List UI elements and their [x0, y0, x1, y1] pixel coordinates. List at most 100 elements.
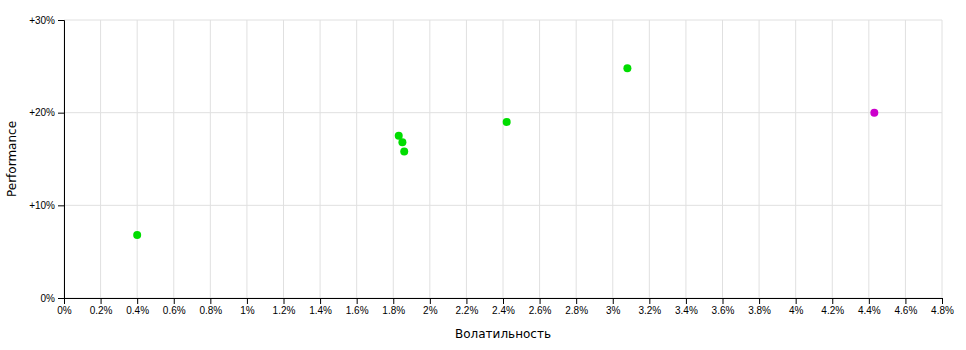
- tick: 0%: [41, 293, 64, 304]
- axis-line: [58, 21, 65, 299]
- tick-mark: [723, 298, 724, 304]
- point: [133, 231, 141, 239]
- tick-mark: [832, 298, 833, 304]
- tick-label: 4%: [789, 305, 804, 316]
- tick-label: 1.4%: [309, 305, 332, 316]
- grid-line: [320, 20, 321, 298]
- tick-mark: [284, 298, 285, 304]
- grid-line: [795, 20, 796, 298]
- tick-mark: [58, 113, 64, 114]
- tick-label: 3.4%: [675, 305, 698, 316]
- series: [133, 64, 631, 239]
- tick-label: 4.4%: [858, 305, 881, 316]
- grid-line: [137, 20, 138, 298]
- tick: +30%: [29, 15, 64, 26]
- tick-mark: [357, 298, 358, 304]
- tick-mark: [686, 298, 687, 304]
- grid-line: [722, 20, 723, 298]
- tick: 0.8%: [199, 298, 222, 316]
- tick-label: +30%: [29, 15, 55, 26]
- tick: 3.8%: [748, 298, 771, 316]
- tick-mark: [101, 298, 102, 304]
- tick: +10%: [29, 200, 64, 211]
- grid-line: [649, 20, 650, 298]
- tick: 4.2%: [821, 298, 844, 316]
- x-axis-title: Волатильность: [455, 327, 551, 341]
- tick-mark: [796, 298, 797, 304]
- chart: 0% 0.2% 0.4% 0.6% 0.8% 1% 1.2% 1.4% 1.6% 1.8% 2% 2.…: [0, 0, 966, 350]
- tick-label: 2%: [423, 305, 438, 316]
- tick-mark: [869, 298, 870, 304]
- tick: 4%: [789, 298, 804, 316]
- tick-mark: [137, 298, 138, 304]
- tick-label: 0.6%: [163, 305, 186, 316]
- tick-mark: [174, 298, 175, 304]
- y-axis: 0% +10% +20% +30%: [29, 15, 64, 304]
- tick: +20%: [29, 107, 64, 118]
- tick-label: 3.8%: [748, 305, 771, 316]
- tick-mark: [58, 298, 64, 299]
- point: [870, 109, 878, 117]
- tick-mark: [466, 298, 467, 304]
- tick-label: 0%: [57, 305, 72, 316]
- tick: 2.4%: [492, 298, 515, 316]
- grid-line: [210, 20, 211, 298]
- grid-line: [759, 20, 760, 298]
- tick-mark: [503, 298, 504, 304]
- tick: 2.8%: [565, 298, 588, 316]
- tick-mark: [540, 298, 541, 304]
- tick-label: 4.8%: [931, 305, 954, 316]
- point: [400, 148, 408, 156]
- tick-mark: [649, 298, 650, 304]
- tick-mark: [576, 298, 577, 304]
- tick: 3.4%: [675, 298, 698, 316]
- tick: 0.6%: [163, 298, 186, 316]
- point: [623, 64, 631, 72]
- tick-label: 2.6%: [529, 305, 552, 316]
- grid-line: [64, 112, 942, 113]
- grid-line: [503, 20, 504, 298]
- x-axis: 0% 0.2% 0.4% 0.6% 0.8% 1% 1.2% 1.4% 1.6% 1.8% 2% 2.…: [57, 298, 954, 316]
- tick-mark: [320, 298, 321, 304]
- tick: 1.6%: [346, 298, 369, 316]
- tick-label: 0.4%: [126, 305, 149, 316]
- tick-label: 3%: [606, 305, 621, 316]
- axis-line: [65, 299, 943, 305]
- tick: 0%: [57, 298, 72, 316]
- tick-label: 3.6%: [712, 305, 735, 316]
- tick-mark: [759, 298, 760, 304]
- tick-label: 1.2%: [273, 305, 296, 316]
- grid-line: [832, 20, 833, 298]
- plot: 0% 0.2% 0.4% 0.6% 0.8% 1% 1.2% 1.4% 1.6% 1.8% 2% 2.…: [29, 15, 954, 316]
- grid-line: [612, 20, 613, 298]
- grid-line: [100, 20, 101, 298]
- tick-label: 2.8%: [565, 305, 588, 316]
- tick: 2%: [423, 298, 438, 316]
- tick: 4.8%: [931, 298, 954, 316]
- tick-label: +10%: [29, 200, 55, 211]
- tick: 1.8%: [382, 298, 405, 316]
- tick: 2.2%: [456, 298, 479, 316]
- tick-mark: [613, 298, 614, 304]
- grid-line: [356, 20, 357, 298]
- point: [398, 138, 406, 146]
- grid-line: [868, 20, 869, 298]
- tick-label: 0.2%: [90, 305, 113, 316]
- tick-label: 1.6%: [346, 305, 369, 316]
- tick: 1%: [240, 298, 255, 316]
- tick: 1.4%: [309, 298, 332, 316]
- tick-label: 2.2%: [456, 305, 479, 316]
- tick: 1.2%: [273, 298, 296, 316]
- tick-mark: [942, 298, 943, 304]
- tick-label: 3.2%: [638, 305, 661, 316]
- tick: 4.6%: [895, 298, 918, 316]
- y-axis-title: Performance: [5, 121, 19, 197]
- tick-label: 0%: [41, 293, 56, 304]
- grid-line: [173, 20, 174, 298]
- tick: 3.6%: [712, 298, 735, 316]
- grid: [64, 20, 942, 298]
- tick-label: 0.8%: [199, 305, 222, 316]
- tick-label: 4.6%: [895, 305, 918, 316]
- tick: 3%: [606, 298, 621, 316]
- tick: 3.2%: [638, 298, 661, 316]
